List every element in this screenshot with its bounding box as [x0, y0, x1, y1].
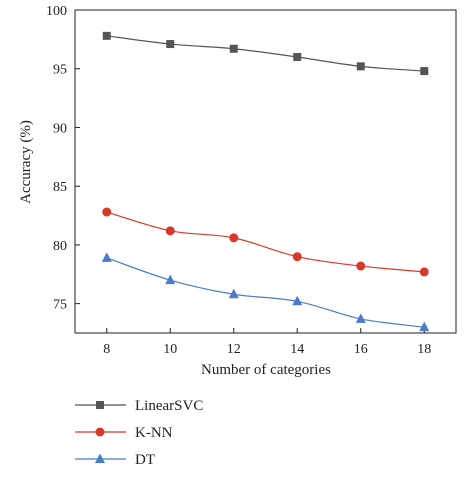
- x-axis: 8 10 12 14 16 18: [103, 328, 431, 357]
- y-axis-title: Accuracy (%): [18, 120, 34, 204]
- plot-frame: [74, 9, 457, 334]
- data-point: [229, 44, 238, 53]
- data-point: [228, 288, 239, 299]
- legend-label: K-NN: [135, 425, 173, 441]
- data-point: [293, 52, 302, 61]
- data-point: [102, 31, 111, 40]
- data-point: [165, 226, 175, 236]
- data-point: [356, 261, 366, 271]
- legend-item: K-NN: [75, 425, 173, 441]
- legend-marker: [95, 453, 105, 463]
- data-point: [102, 207, 112, 217]
- x-tick-label: 10: [163, 342, 177, 357]
- series-linearsvc: [102, 31, 429, 76]
- y-tick-label: 75: [53, 298, 67, 313]
- y-tick-label: 80: [53, 239, 67, 254]
- series-line: [106, 257, 425, 328]
- y-tick-label: 85: [53, 180, 67, 195]
- y-axis: 75 80 85 90 95 100: [46, 4, 80, 313]
- data-point: [101, 252, 112, 262]
- data-point: [292, 295, 303, 306]
- legend-label: LinearSVC: [135, 398, 203, 414]
- y-tick-label: 95: [53, 63, 67, 78]
- data-point: [229, 233, 239, 243]
- legend-label: DT: [135, 452, 155, 468]
- legend-item: DT: [75, 452, 155, 468]
- data-point: [292, 252, 302, 262]
- legend-marker: [96, 401, 104, 409]
- data-point: [355, 313, 366, 323]
- legend: LinearSVC K-NN DT: [75, 398, 203, 468]
- y-tick-label: 90: [53, 121, 67, 136]
- data-point: [419, 321, 430, 332]
- x-tick-label: 14: [290, 342, 304, 357]
- series-line: [106, 211, 425, 273]
- legend-marker: [95, 427, 105, 437]
- data-point: [356, 62, 365, 71]
- data-point: [420, 67, 429, 76]
- legend-item: LinearSVC: [75, 398, 203, 414]
- x-axis-title: Number of categories: [201, 362, 331, 378]
- data-point: [165, 274, 176, 285]
- y-tick-label: 100: [46, 4, 67, 19]
- series-layer: [101, 31, 430, 332]
- x-tick-label: 16: [354, 342, 368, 357]
- series-line: [106, 35, 425, 72]
- series-k-nn: [102, 207, 429, 277]
- data-point: [166, 40, 175, 49]
- x-tick-label: 18: [417, 342, 431, 357]
- plot-border: [74, 9, 457, 334]
- series-dt: [101, 252, 430, 332]
- x-tick-label: 12: [227, 342, 241, 357]
- x-tick-label: 8: [103, 342, 110, 357]
- data-point: [419, 267, 429, 277]
